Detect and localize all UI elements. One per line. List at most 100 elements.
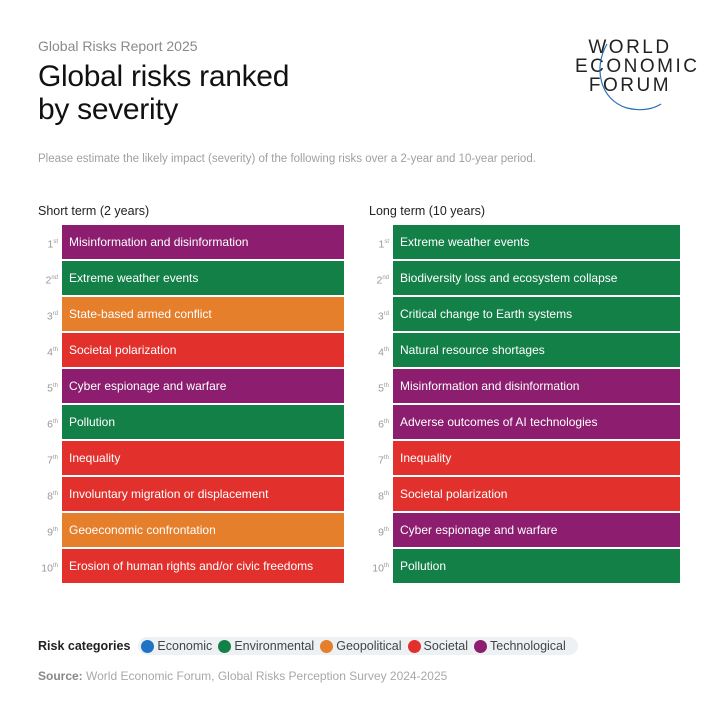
- logo-line-1: WORLD: [588, 37, 672, 58]
- risk-row: 8th Involuntary migration or displacement: [36, 477, 344, 511]
- legend-label: Environmental: [234, 639, 315, 653]
- rank-number: 7: [378, 454, 384, 467]
- risk-row: 5th Cyber espionage and warfare: [36, 369, 344, 403]
- risk-bar: Inequality: [62, 441, 344, 475]
- logo-line-3: FORUM: [588, 75, 672, 96]
- rank-label: 10th: [367, 549, 393, 583]
- risk-bar: Inequality: [393, 441, 680, 475]
- rank-number: 7: [47, 454, 53, 467]
- risk-row: 6th Pollution: [36, 405, 344, 439]
- risk-row: 3rd Critical change to Earth systems: [367, 297, 680, 331]
- rank-number: 3: [46, 310, 53, 323]
- rank-number: 9: [47, 526, 53, 539]
- rank-label: 7th: [367, 441, 393, 475]
- rank-number: 5: [378, 382, 384, 395]
- risk-bar: Extreme weather events: [393, 225, 680, 259]
- rank-label: 3rd: [36, 297, 62, 331]
- rank-suffix: st: [53, 239, 58, 245]
- legend-dot-icon: [141, 639, 155, 653]
- rank-suffix: st: [384, 239, 389, 245]
- rank-suffix: th: [52, 383, 58, 389]
- rank-number: 1: [47, 238, 54, 251]
- risk-bar: Misinformation and disinformation: [393, 369, 680, 403]
- risk-row: 9th Geoeconomic confrontation: [36, 513, 344, 547]
- risk-bar: Biodiversity loss and ecosystem collapse: [393, 261, 680, 295]
- rank-suffix: th: [52, 455, 58, 461]
- short-term-heading: Short term (2 years): [38, 204, 150, 218]
- wef-logo: WORLD ECONOMIC FORUM: [575, 37, 697, 111]
- rank-label: 5th: [367, 369, 393, 403]
- legend-item: Societal: [407, 639, 469, 653]
- rank-label: 6th: [36, 405, 62, 439]
- risk-row: 7th Inequality: [367, 441, 680, 475]
- risk-bar: Extreme weather events: [62, 261, 344, 295]
- rank-suffix: th: [52, 563, 58, 569]
- legend-items: Economic Environmental Geopolitical Societa…: [138, 637, 578, 655]
- risk-bar: Societal polarization: [62, 333, 344, 367]
- risk-row: 7th Inequality: [36, 441, 344, 475]
- rank-suffix: rd: [52, 311, 58, 317]
- legend-label: Geopolitical: [336, 639, 402, 653]
- risk-row: 8th Societal polarization: [367, 477, 680, 511]
- rank-number: 6: [378, 418, 384, 431]
- legend-dot-icon: [320, 639, 334, 653]
- logo-arc-icon: [599, 43, 662, 111]
- rank-number: 8: [378, 490, 384, 503]
- risk-row: 5th Misinformation and disinformation: [367, 369, 680, 403]
- source-text: World Economic Forum, Global Risks Perce…: [82, 669, 448, 683]
- rank-label: 7th: [36, 441, 62, 475]
- risk-bar: Involuntary migration or displacement: [62, 477, 344, 511]
- rank-label: 6th: [367, 405, 393, 439]
- rank-number: 1: [378, 238, 385, 251]
- risk-row: 10th Pollution: [367, 549, 680, 583]
- rank-suffix: th: [383, 419, 389, 425]
- risk-bar: Natural resource shortages: [393, 333, 680, 367]
- rank-suffix: nd: [382, 275, 389, 281]
- rank-number: 9: [378, 526, 384, 539]
- rank-suffix: th: [52, 419, 58, 425]
- rank-label: 10th: [36, 549, 62, 583]
- legend-label: Economic: [157, 639, 213, 653]
- rank-suffix: nd: [51, 275, 58, 281]
- legend: Risk categories Economic Environmental Geo…: [38, 637, 578, 655]
- rank-label: 8th: [36, 477, 62, 511]
- risk-bar: Pollution: [393, 549, 680, 583]
- risk-bar: Adverse outcomes of AI technologies: [393, 405, 680, 439]
- rank-number: 5: [47, 382, 53, 395]
- report-name: Global Risks Report 2025: [38, 38, 198, 54]
- risk-row: 2nd Extreme weather events: [36, 261, 344, 295]
- rank-label: 5th: [36, 369, 62, 403]
- description: Please estimate the likely impact (sever…: [38, 153, 536, 165]
- risk-bar: Geoeconomic confrontation: [62, 513, 344, 547]
- legend-item: Geopolitical: [320, 639, 402, 653]
- rank-suffix: th: [383, 383, 389, 389]
- risk-row: 1st Extreme weather events: [367, 225, 680, 259]
- long-term-list: 1st Extreme weather events 2nd Biodiversity…: [367, 225, 680, 585]
- legend-label: Societal: [423, 639, 469, 653]
- legend-title: Risk categories: [38, 639, 131, 653]
- legend-item: Technological: [474, 639, 566, 653]
- risk-row: 4th Societal polarization: [36, 333, 344, 367]
- legend-dot-icon: [407, 639, 421, 653]
- rank-label: 1st: [36, 225, 62, 259]
- rank-number: 8: [47, 490, 53, 503]
- risk-bar: Critical change to Earth systems: [393, 297, 680, 331]
- rank-suffix: rd: [383, 311, 389, 317]
- risk-bar: Cyber espionage and warfare: [393, 513, 680, 547]
- rank-number: 10: [372, 562, 384, 575]
- title-line-2: by severity: [38, 93, 179, 126]
- risk-row: 3rd State-based armed conflict: [36, 297, 344, 331]
- rank-suffix: th: [383, 347, 389, 353]
- rank-number: 4: [378, 346, 384, 359]
- source-label: Source:: [38, 669, 83, 683]
- risk-bar: Erosion of human rights and/or civic fre…: [62, 549, 344, 583]
- risk-bar: Cyber espionage and warfare: [62, 369, 344, 403]
- rank-label: 9th: [36, 513, 62, 547]
- rank-suffix: th: [52, 527, 58, 533]
- rank-number: 10: [41, 562, 53, 575]
- title-line-1: Global risks ranked: [38, 60, 290, 93]
- rank-number: 2: [45, 274, 52, 287]
- rank-suffix: th: [383, 491, 389, 497]
- risk-row: 10th Erosion of human rights and/or civic…: [36, 549, 344, 583]
- rank-label: 4th: [36, 333, 62, 367]
